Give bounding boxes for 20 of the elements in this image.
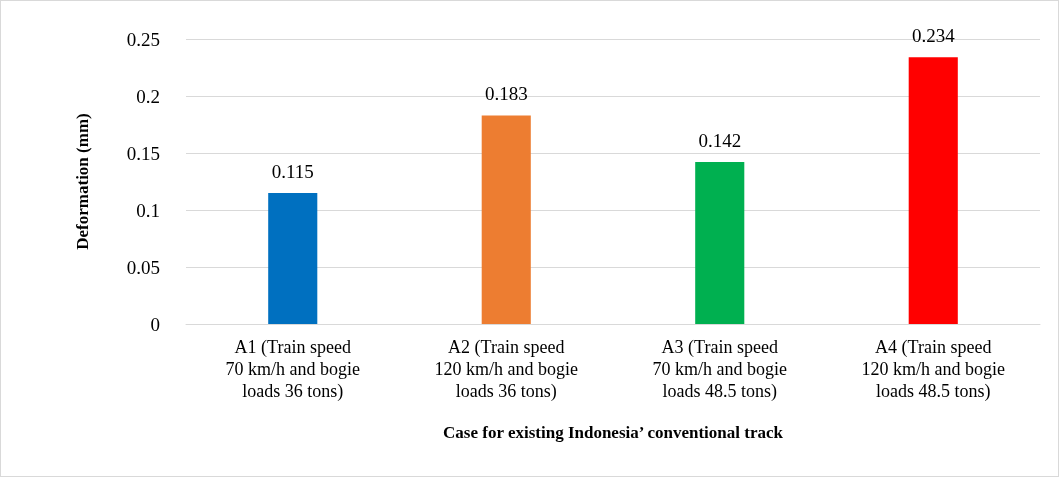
bar [695,162,745,324]
data-label: 0.142 [698,130,742,152]
data-label: 0.183 [484,83,528,105]
y-tick-label: 0.15 [126,142,160,164]
bar [481,115,531,324]
y-tick-label: 0.2 [136,85,160,107]
bar [908,57,958,324]
x-tick-label: A1 (Train speed 70 km/h and bogie loads 36 tons) [225,337,360,402]
y-tick-label: 0.25 [126,28,160,50]
x-tick-label: A4 (Train speed 120 km/h and bogie loads 48.5 tons) [861,337,1005,402]
y-tick-label: 0.05 [126,256,160,278]
y-tick-label: 0 [150,313,160,335]
data-label: 0.234 [911,25,956,47]
data-label: 0.115 [271,160,314,182]
x-tick-label: A3 (Train speed 70 km/h and bogie loads 48.5 tons) [652,337,787,402]
y-tick-label: 0.1 [136,199,160,221]
bar [268,192,318,324]
y-axis-title: Deformation (mm) [73,113,92,250]
x-tick-label: A2 (Train speed 120 km/h and bogie loads 36 tons) [434,337,578,402]
x-axis-title: Case for existing Indonesia’ conventional track [443,423,784,442]
